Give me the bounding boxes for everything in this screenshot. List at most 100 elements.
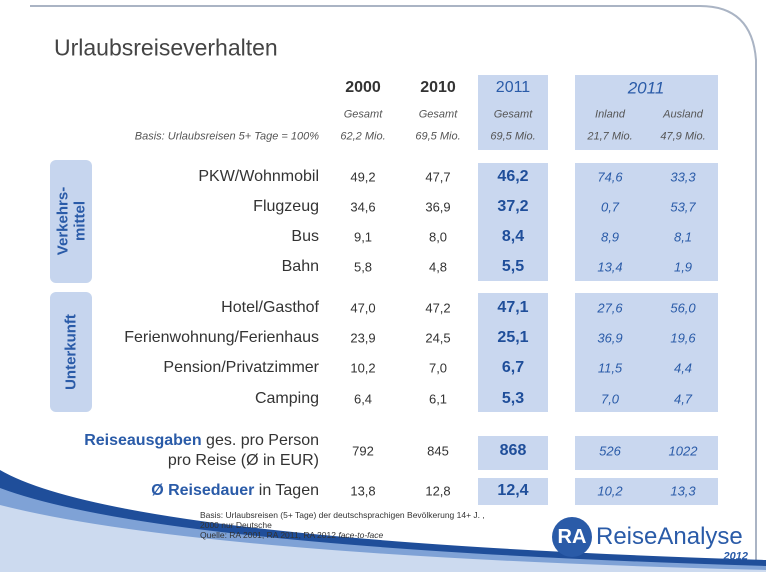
logo-mark: RA — [557, 526, 587, 548]
cell-value: 792 — [352, 443, 374, 459]
cell-value: 6,7 — [501, 359, 525, 376]
cell-value: 7,0 — [428, 360, 448, 376]
column-highlight — [575, 478, 718, 505]
cell-value: 47,7 — [425, 169, 451, 185]
cell-value: 4,8 — [428, 259, 448, 275]
row-label: PKW/Wohnmobil — [198, 168, 319, 185]
cell-value: 5,3 — [501, 390, 525, 407]
label-part: face-to-face — [338, 529, 384, 540]
column-year: 2010 — [420, 79, 456, 96]
basis-label: Basis: Urlaubsreisen 5+ Tage = 100% — [134, 130, 319, 143]
group-box — [50, 160, 92, 283]
cell-value: 47,2 — [425, 300, 451, 316]
column-highlight — [575, 163, 718, 281]
row-label: Flugzeug — [253, 198, 319, 215]
cell-value: 25,1 — [497, 329, 529, 346]
column-scope: Ausland — [663, 108, 703, 121]
cell-value: 19,6 — [670, 330, 696, 346]
cell-value: 37,2 — [497, 198, 529, 215]
column-scope: Inland — [595, 108, 625, 121]
cell-value: 1022 — [668, 443, 698, 459]
cell-value: 7,0 — [600, 391, 620, 407]
group-label: Verkehrs- — [54, 186, 71, 256]
cell-value: 47,1 — [497, 299, 529, 316]
cell-value: 11,5 — [597, 360, 623, 376]
row-label: Pension/Privatzimmer — [163, 359, 319, 376]
row-label: Hotel/Gasthof — [221, 299, 319, 316]
column-year: 2011 — [495, 79, 531, 96]
column-base: 69,5 Mio. — [490, 130, 536, 143]
cell-value: 10,2 — [350, 360, 376, 376]
logo-year: 2012 — [723, 550, 748, 563]
cell-value: 1,9 — [673, 259, 693, 275]
group-box — [50, 292, 92, 412]
cell-value: 6,4 — [353, 391, 373, 407]
cell-value: 13,8 — [350, 483, 376, 499]
column-highlight — [478, 478, 548, 505]
frame-line — [30, 5, 757, 560]
logo-circle — [552, 517, 592, 557]
cell-value: 53,7 — [670, 199, 696, 215]
column-scope: Gesamt — [493, 108, 533, 121]
group-label: mittel — [71, 200, 88, 242]
label-part: in Tagen — [258, 482, 319, 499]
cell-value: 24,5 — [425, 330, 451, 346]
row-label: Ferienwohnung/Ferienhaus — [124, 329, 319, 346]
column-highlight — [575, 75, 718, 150]
cell-value: 74,6 — [597, 169, 623, 185]
swoosh-highlight — [0, 505, 766, 572]
column-year: 2000 — [345, 79, 381, 96]
label-part: ges. pro Person — [206, 432, 319, 449]
row-label: Reiseausgaben ges. pro Person pro Reise (… — [84, 431, 319, 471]
cell-value: 13,4 — [597, 259, 623, 275]
cell-value: 8,4 — [501, 228, 525, 245]
label-part: Ø Reisedauer — [151, 482, 255, 499]
cell-value: 36,9 — [597, 330, 623, 346]
cell-value: 9,1 — [353, 229, 373, 245]
column-highlight — [478, 75, 548, 150]
row-label: Bahn — [281, 258, 319, 275]
cell-value: 49,2 — [350, 169, 376, 185]
column-highlight — [575, 436, 718, 470]
row-label: Ø Reisedauer in Tagen — [151, 483, 319, 499]
cell-value: 6,1 — [428, 391, 448, 407]
cell-value: 4,7 — [673, 391, 693, 407]
column-highlight — [478, 293, 548, 412]
cell-value: 526 — [599, 443, 621, 459]
footnote: Quelle: RA 2001, RA 2011, RA 2012 face-t… — [200, 531, 383, 540]
cell-value: 0,7 — [600, 199, 620, 215]
column-highlight — [478, 163, 548, 281]
cell-value: 4,4 — [673, 360, 693, 376]
column-scope: Gesamt — [343, 108, 383, 121]
label-part: Reiseausgaben — [84, 432, 202, 449]
logo-name: ReiseAnalyse — [596, 523, 743, 550]
cell-value: 34,6 — [350, 199, 376, 215]
cell-value: 8,1 — [673, 229, 693, 245]
cell-value: 13,3 — [670, 483, 696, 499]
cell-value: 47,0 — [350, 300, 376, 316]
column-highlight — [478, 436, 548, 470]
column-base: 21,7 Mio. — [587, 130, 633, 143]
footnote: 2000 nur Deutsche — [200, 519, 272, 530]
cell-value: 36,9 — [425, 199, 451, 215]
cell-value: 12,8 — [425, 483, 451, 499]
cell-value: 8,0 — [428, 229, 448, 245]
column-base: 62,2 Mio. — [340, 130, 386, 143]
cell-value: 868 — [499, 442, 527, 459]
column-highlight — [575, 293, 718, 412]
cell-value: 845 — [427, 443, 449, 459]
cell-value: 5,5 — [501, 258, 525, 275]
title: Urlaubsreiseverhalten — [54, 34, 278, 61]
row-label: Bus — [291, 228, 319, 245]
cell-value: 23,9 — [350, 330, 376, 346]
cell-value: 33,3 — [670, 169, 696, 185]
column-base: 69,5 Mio. — [415, 130, 461, 143]
column-scope: Gesamt — [418, 108, 458, 121]
label-part: pro Reise (Ø in EUR) — [167, 452, 319, 469]
cell-value: 10,2 — [597, 483, 623, 499]
cell-value: 46,2 — [497, 168, 529, 185]
group-label: Unterkunft — [62, 314, 80, 390]
column-base: 47,9 Mio. — [660, 130, 706, 143]
split-header: 2011 — [627, 78, 665, 98]
